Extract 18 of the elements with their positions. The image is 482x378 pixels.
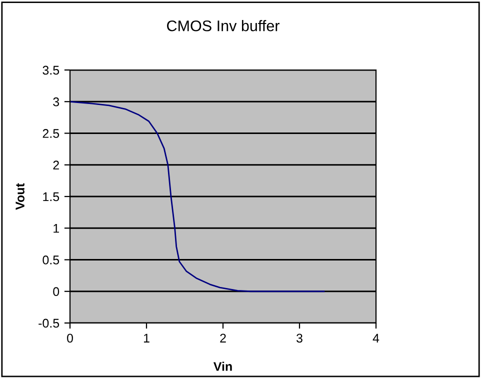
y-tick-label: 2 bbox=[53, 160, 59, 170]
line-series bbox=[70, 100, 325, 292]
y-axis-title: Vout bbox=[16, 183, 24, 210]
x-tick-label: 4 bbox=[372, 334, 380, 342]
y-tick-label: 2.5 bbox=[42, 129, 60, 138]
x-tick-label: 0 bbox=[67, 334, 73, 343]
x-tick-label: 3 bbox=[296, 334, 302, 343]
y-tick-label: -0.5 bbox=[38, 318, 60, 328]
chart-title: CMOS Inv buffer bbox=[167, 20, 280, 32]
y-tick-label: 1 bbox=[54, 224, 59, 233]
y-tick-label: 0 bbox=[53, 287, 60, 296]
y-tick-label: 0.5 bbox=[42, 256, 60, 264]
x-axis-title: Vin bbox=[213, 362, 232, 371]
y-tick-label: 1.5 bbox=[43, 192, 60, 202]
x-tick-label: 1 bbox=[144, 334, 150, 342]
x-tick-label: 2 bbox=[220, 334, 226, 342]
y-tick-label: 3.5 bbox=[42, 66, 60, 75]
y-tick-label: 3 bbox=[53, 97, 60, 106]
